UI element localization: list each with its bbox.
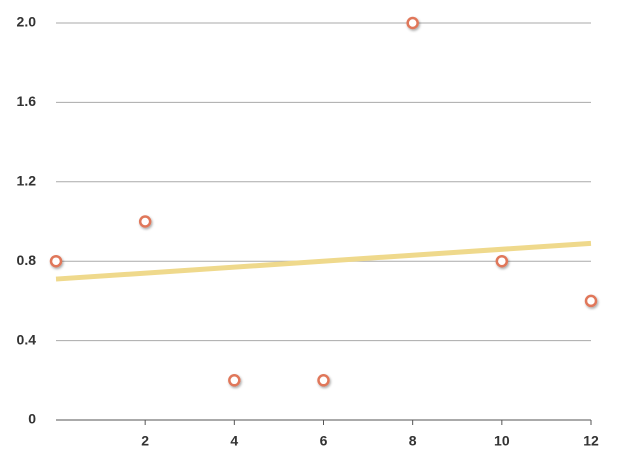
- data-point: [228, 374, 241, 387]
- x-tick-label: 12: [583, 433, 599, 449]
- y-tick-label: 0.4: [17, 331, 37, 347]
- trend-line: [55, 240, 592, 282]
- data-point: [584, 294, 598, 308]
- y-tick-label: 0.8: [17, 252, 37, 268]
- y-tick-label: 1.2: [17, 173, 37, 189]
- x-tick-label: 2: [141, 433, 149, 449]
- x-tick-label: 6: [320, 433, 328, 449]
- x-tick-label: 10: [494, 433, 510, 449]
- y-tick-label: 1.6: [17, 93, 37, 109]
- x-tick-label: 4: [230, 433, 238, 449]
- data-point: [317, 374, 330, 387]
- data-point: [49, 254, 63, 268]
- x-tick-label: 8: [409, 433, 417, 449]
- data-point: [138, 215, 152, 228]
- data-point: [406, 16, 419, 30]
- data-point: [495, 254, 509, 268]
- y-tick-label: 2.0: [17, 14, 37, 30]
- y-tick-label: 0: [28, 411, 36, 427]
